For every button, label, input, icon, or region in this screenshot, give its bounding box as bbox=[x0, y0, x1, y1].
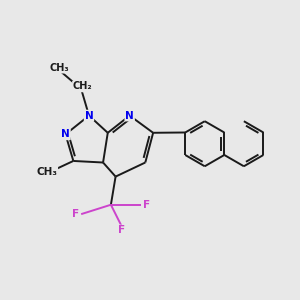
Text: CH₃: CH₃ bbox=[50, 63, 69, 73]
Text: N: N bbox=[85, 111, 93, 121]
Text: CH₃: CH₃ bbox=[36, 167, 57, 177]
Text: CH₂: CH₂ bbox=[73, 82, 92, 92]
Text: F: F bbox=[143, 200, 150, 210]
Text: N: N bbox=[61, 129, 70, 140]
Text: N: N bbox=[125, 111, 134, 121]
Text: F: F bbox=[72, 209, 79, 219]
Text: F: F bbox=[118, 225, 125, 236]
